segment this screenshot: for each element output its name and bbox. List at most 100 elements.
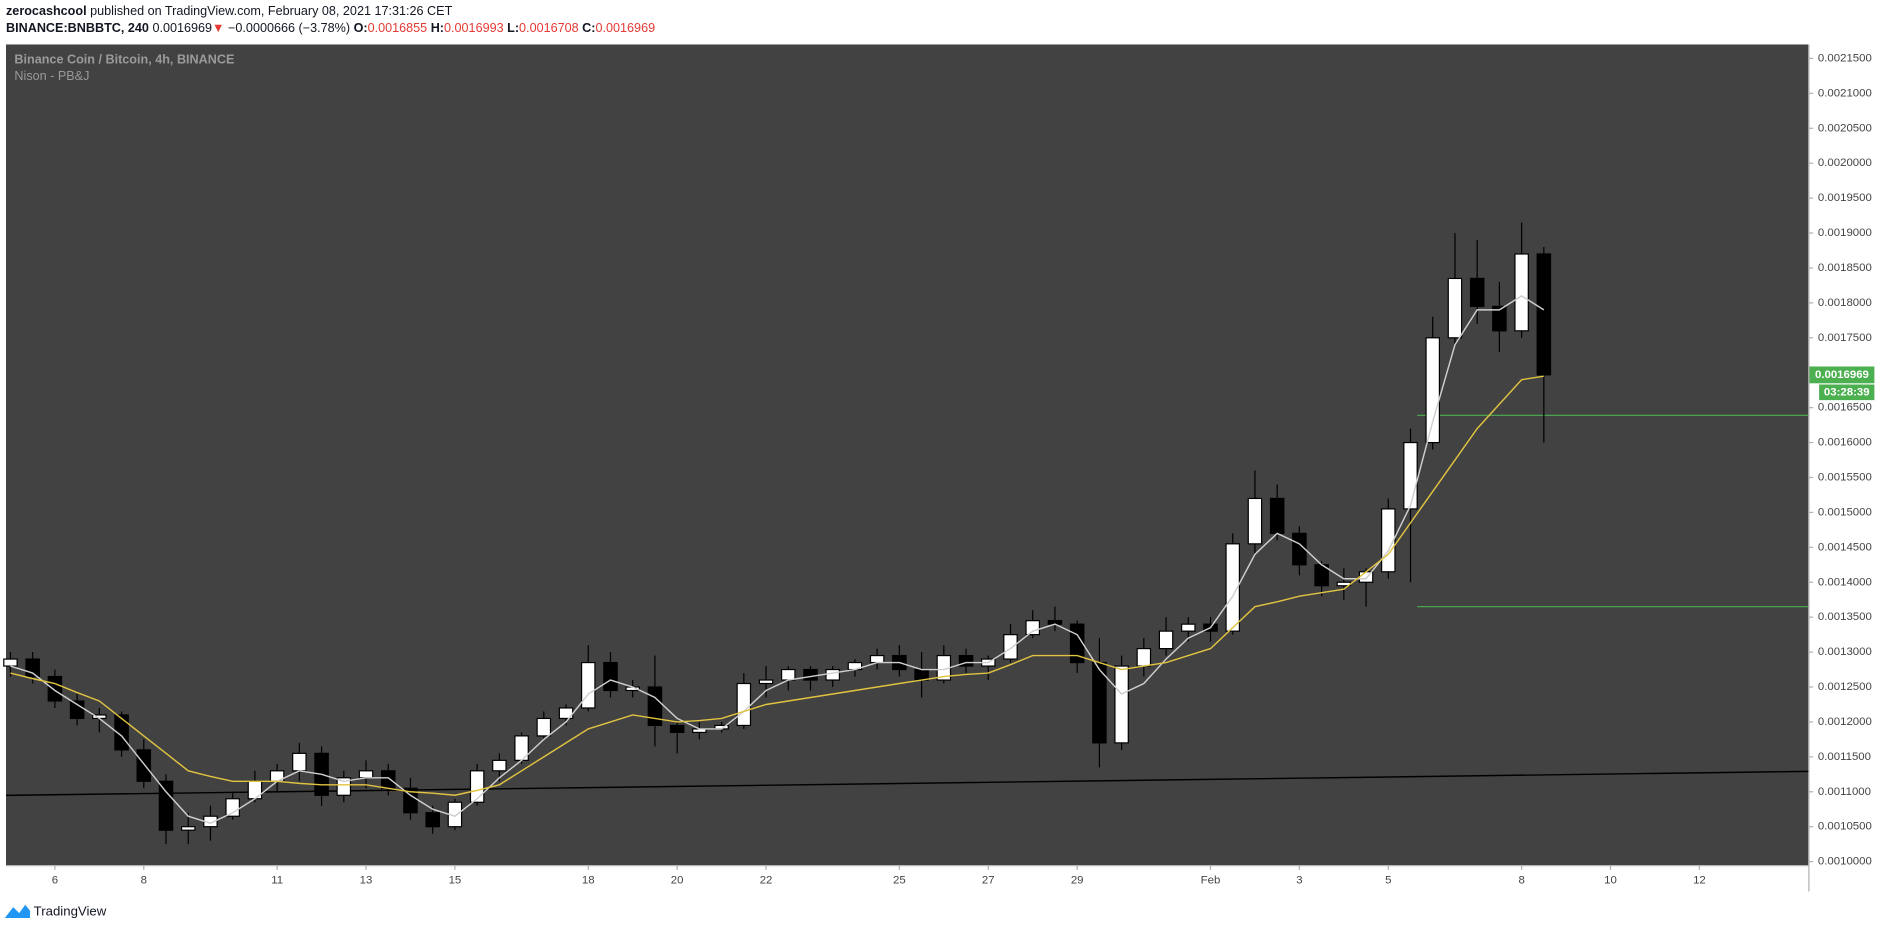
y-tick-label: 0.0020000 xyxy=(1818,157,1872,169)
x-tick-label: 27 xyxy=(982,875,995,887)
x-tick-label: 15 xyxy=(449,875,462,887)
x-tick-label: Feb xyxy=(1201,875,1221,887)
x-tick-label: 20 xyxy=(671,875,684,887)
candle-body xyxy=(69,700,85,720)
y-tick-label: 0.0021000 xyxy=(1818,87,1872,99)
y-tick-label: 0.0017500 xyxy=(1818,332,1872,344)
candle-body xyxy=(380,770,396,789)
y-tick-label: 0.0016500 xyxy=(1818,402,1872,414)
candle-body xyxy=(1158,630,1174,650)
candle-body xyxy=(1403,441,1418,510)
x-tick-label: 6 xyxy=(52,875,58,887)
y-tick-label: 0.0019000 xyxy=(1818,227,1872,239)
y-tick-label: 0.0010000 xyxy=(1818,856,1872,868)
x-tick-label: 10 xyxy=(1604,875,1617,887)
candle-body xyxy=(758,679,774,685)
y-tick-label: 0.0010500 xyxy=(1818,821,1872,833)
candle-body xyxy=(47,675,63,702)
candle-body xyxy=(1469,277,1485,307)
candle-body xyxy=(403,787,418,814)
candle-body xyxy=(1269,497,1285,534)
candle-body xyxy=(736,682,752,727)
high-value: 0.0016993 xyxy=(444,21,504,35)
y-tick-label: 0.0013000 xyxy=(1818,646,1872,658)
moving-average xyxy=(10,295,1545,824)
chart-title: Binance Coin / Bitcoin, 4h, BINANCE xyxy=(14,52,234,66)
candle-body xyxy=(1536,253,1552,376)
candle-body xyxy=(603,661,618,692)
x-tick-label: 22 xyxy=(760,875,773,887)
x-tick-label: 11 xyxy=(271,875,283,887)
moving-average xyxy=(10,375,1544,796)
candle-body xyxy=(1514,253,1529,332)
symbol-line: BINANCE:BNBBTC, 240 0.0016969▼ −0.000066… xyxy=(6,21,655,35)
plot-area[interactable] xyxy=(6,44,1809,866)
low-value: 0.0016708 xyxy=(519,21,579,35)
candle-body xyxy=(225,798,240,817)
author[interactable]: zerocashcool xyxy=(6,4,87,18)
arrow: ▼ xyxy=(212,21,224,35)
y-tick-label: 0.0018000 xyxy=(1818,297,1872,309)
change: −0.0000666 (−3.78%) xyxy=(228,21,350,35)
candle-body xyxy=(825,668,840,681)
open-value: 0.0016855 xyxy=(368,21,428,35)
high-label: H: xyxy=(431,21,444,35)
x-tick-label: 18 xyxy=(582,875,595,887)
candle-body xyxy=(1225,543,1240,632)
candle-body xyxy=(425,812,440,828)
candle-body xyxy=(180,826,196,831)
x-tick-label: 3 xyxy=(1296,875,1302,887)
candle-body xyxy=(780,668,796,681)
candle-body xyxy=(536,717,552,737)
y-tick-label: 0.0020500 xyxy=(1818,122,1872,134)
chart-subtitle: Nison - PB&J xyxy=(14,69,89,83)
candle-body xyxy=(1292,532,1307,566)
close-label: C: xyxy=(582,21,595,35)
candle-body xyxy=(580,661,596,709)
publish-line: zerocashcool published on TradingView.co… xyxy=(6,4,453,18)
y-tick-label: 0.0019500 xyxy=(1818,192,1872,204)
y-tick-label: 0.0021500 xyxy=(1818,52,1872,64)
close-value: 0.0016969 xyxy=(595,21,655,35)
x-tick-label: 8 xyxy=(1518,875,1524,887)
plot xyxy=(3,222,1809,845)
low-label: L: xyxy=(507,21,519,35)
candle-body xyxy=(247,780,263,800)
candle-body xyxy=(669,724,685,734)
candle-body xyxy=(1114,665,1129,744)
y-tick-label: 0.0012000 xyxy=(1818,716,1872,728)
candle-body xyxy=(469,770,485,803)
last-price-label: 0.0016969 xyxy=(1815,369,1869,381)
y-tick-label: 0.0018500 xyxy=(1818,262,1872,274)
countdown-tag xyxy=(1819,384,1875,401)
y-tick-label: 0.0013500 xyxy=(1818,611,1872,623)
y-tick-label: 0.0014000 xyxy=(1818,576,1872,588)
candle-body xyxy=(3,658,18,667)
symbol: BINANCE:BNBBTC, 240 xyxy=(6,21,149,35)
candle-body xyxy=(1492,305,1507,332)
x-tick-label: 12 xyxy=(1693,875,1706,887)
candle-body xyxy=(1025,620,1040,636)
x-tick-label: 5 xyxy=(1385,875,1391,887)
y-tick-label: 0.0016000 xyxy=(1818,437,1872,449)
candle-body xyxy=(158,780,174,831)
candle-body xyxy=(914,668,929,681)
last: 0.0016969 xyxy=(152,21,212,35)
logo[interactable]: TradingView xyxy=(4,903,107,918)
x-tick-label: 25 xyxy=(893,875,906,887)
trendline xyxy=(5,770,1809,797)
candle-body xyxy=(1136,647,1152,667)
candle-body xyxy=(1003,634,1018,660)
x-tick-label: 29 xyxy=(1071,875,1084,887)
countdown-label: 03:28:39 xyxy=(1824,386,1870,398)
y-tick-label: 0.0015500 xyxy=(1818,472,1872,484)
candle-body xyxy=(136,749,152,782)
candle-body xyxy=(492,759,507,772)
y-tick-label: 0.0015000 xyxy=(1818,506,1872,518)
candle-body xyxy=(1247,497,1263,545)
candle-body xyxy=(358,770,374,779)
brand: TradingView xyxy=(34,903,107,918)
last-price-tag xyxy=(1809,366,1875,384)
candle-body xyxy=(958,654,974,667)
